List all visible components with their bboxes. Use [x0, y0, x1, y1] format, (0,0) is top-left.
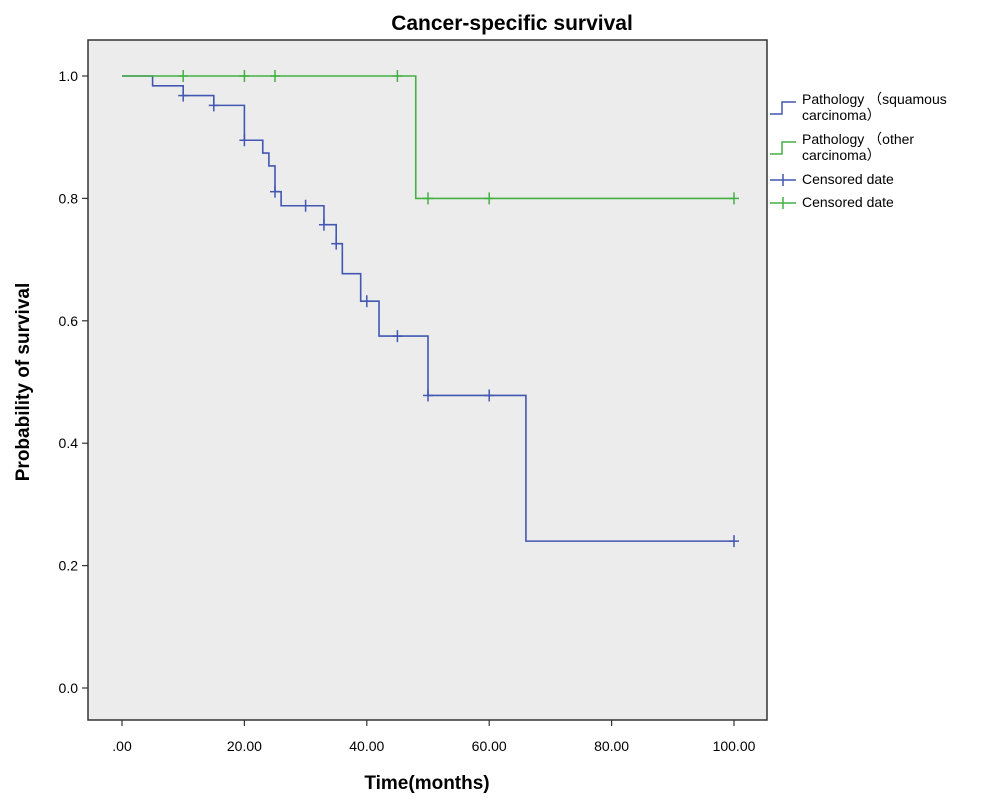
- y-tick-label: 0.6: [59, 313, 79, 329]
- censor-mark: [729, 192, 739, 205]
- censor-mark: [361, 295, 372, 308]
- x-tick-label: 40.00: [349, 738, 384, 754]
- censor-mark: [729, 535, 739, 548]
- y-tick-label: 0.8: [59, 190, 79, 206]
- survival-line-series-1: [122, 75, 734, 542]
- legend-step-symbol: [770, 101, 796, 115]
- chart-title: Cancer-specific survival: [391, 12, 633, 35]
- x-tick-label: 80.00: [594, 738, 629, 754]
- censor-mark: [423, 389, 433, 402]
- legend-item-4: Censored date: [770, 194, 894, 210]
- censor-mark: [178, 70, 189, 82]
- y-tick-label: 1.0: [59, 68, 79, 84]
- x-tick-label: 20.00: [227, 738, 262, 754]
- censor-mark: [239, 70, 250, 82]
- survival-line-series-2: [122, 75, 734, 200]
- legend-label: Censored date: [802, 194, 894, 210]
- censor-mark: [392, 330, 403, 343]
- censor-mark: [270, 185, 280, 198]
- censor-mark: [318, 218, 329, 231]
- censor-mark: [270, 70, 280, 82]
- y-tick-label: 0.0: [59, 680, 79, 696]
- censor-mark: [423, 192, 433, 205]
- censor-mark: [484, 192, 495, 205]
- censor-mark: [392, 70, 403, 82]
- censor-mark: [178, 89, 189, 102]
- censor-mark: [331, 237, 342, 250]
- censor-mark: [239, 134, 250, 147]
- x-tick-label: 60.00: [472, 738, 507, 754]
- legend-label: Pathology （other: [802, 131, 914, 147]
- x-axis: .00 20.00 40.00 60.00 80.00 100.00: [112, 720, 756, 754]
- censor-mark: [300, 199, 311, 212]
- y-axis-title: Probability of survival: [13, 283, 34, 482]
- censor-mark: [484, 389, 495, 402]
- legend-item-3: Censored date: [770, 171, 894, 187]
- legend-step-symbol: [770, 141, 796, 155]
- legend-label: Pathology （squamous: [802, 91, 947, 107]
- legend-label: carcinoma）: [802, 107, 881, 123]
- censor-mark: [208, 99, 219, 112]
- x-tick-label: 100.00: [713, 738, 756, 754]
- y-tick-label: 0.4: [59, 435, 79, 451]
- series-layer: [122, 70, 739, 548]
- x-tick-label: .00: [112, 738, 132, 754]
- legend-label: Censored date: [802, 171, 894, 187]
- y-axis: 0.0 0.2 0.4 0.6 0.8 1.0: [59, 68, 88, 696]
- x-axis-title: Time(months): [364, 773, 489, 794]
- legend-label: carcinoma）: [802, 147, 881, 163]
- y-tick-label: 0.2: [59, 558, 79, 574]
